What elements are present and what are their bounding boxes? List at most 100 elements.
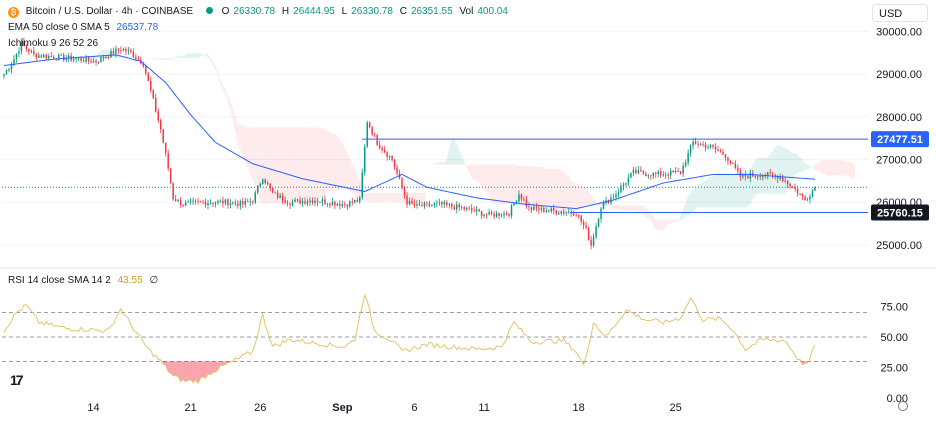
candle-body	[349, 201, 350, 206]
rsi-oversold-fill	[176, 361, 178, 376]
ichimoku-cloud-segment	[586, 188, 588, 205]
candle-body	[210, 203, 211, 204]
candle-body	[565, 213, 566, 214]
close-value: 26351.55	[411, 6, 453, 17]
candle-body	[60, 55, 61, 56]
time-tick-label: 11	[478, 402, 489, 414]
candle-body	[95, 61, 96, 63]
ichimoku-cloud-segment	[708, 177, 710, 207]
ichimoku-cloud-segment	[188, 54, 190, 59]
ichimoku-cloud-segment	[168, 58, 170, 60]
time-tick-label: 21	[184, 402, 196, 414]
settings-icon[interactable]	[898, 401, 908, 411]
candle-body	[309, 201, 310, 202]
ichimoku-cloud-segment	[489, 165, 491, 201]
ichimoku-cloud-segment	[372, 193, 374, 203]
ichimoku-cloud-segment	[385, 193, 387, 202]
rsi-legend[interactable]: RSI 14 close SMA 14 2 43.55 ∅	[8, 274, 162, 288]
candle-body	[98, 62, 99, 63]
candle-body	[327, 204, 328, 205]
candle-body	[220, 201, 221, 202]
currency-selector[interactable]: USD	[872, 4, 928, 22]
candle-body	[506, 213, 507, 214]
candle-body	[625, 183, 626, 184]
candle-body	[416, 204, 417, 205]
candle-body	[740, 170, 741, 176]
price-level-label: 25760.15	[877, 207, 923, 219]
candle-body	[533, 207, 534, 210]
candle-body	[36, 54, 37, 58]
candle-body	[227, 199, 228, 205]
price-level-label: 27477.51	[877, 134, 923, 146]
ichimoku-cloud-segment	[310, 127, 312, 202]
candle-body	[483, 215, 484, 216]
candle-body	[357, 200, 358, 202]
ichimoku-cloud-segment	[636, 205, 638, 212]
candle-body	[3, 74, 4, 76]
candle-body	[33, 51, 34, 54]
candle-body	[93, 61, 94, 63]
candle-body	[705, 144, 706, 147]
ema-legend[interactable]: EMA 50 close 0 SMA 5 26537.78	[8, 21, 162, 35]
ichimoku-cloud-segment	[753, 161, 755, 200]
candle-body	[230, 203, 231, 205]
candle-body	[75, 59, 76, 60]
candle-body	[623, 185, 624, 187]
ichimoku-cloud-segment	[832, 160, 834, 175]
candle-body	[38, 55, 39, 57]
candle-body	[277, 193, 278, 198]
ichimoku-cloud-segment	[492, 165, 494, 204]
ichimoku-cloud-segment	[233, 109, 235, 133]
candle-body	[670, 171, 671, 176]
ichimoku-cloud-segment	[706, 178, 708, 208]
candle-body	[197, 201, 198, 202]
symbol-legend: ₿ Bitcoin / U.S. Dollar · 4h · COINBASE …	[8, 5, 512, 19]
candle-body	[648, 175, 649, 176]
candle-body	[737, 168, 738, 171]
candle-body	[128, 50, 129, 51]
candle-body	[501, 215, 502, 216]
ichimoku-legend[interactable]: Ichimoku 9 26 52 26	[8, 37, 102, 51]
price-tick-label: 26000.00	[876, 197, 922, 209]
candle-body	[523, 199, 524, 200]
low-label: L	[342, 6, 348, 17]
candle-body	[162, 130, 163, 143]
candle-body	[618, 192, 619, 194]
candle-body	[687, 153, 688, 162]
candle-body	[526, 200, 527, 206]
candle-body	[123, 49, 124, 50]
candle-body	[580, 216, 581, 222]
ichimoku-cloud-segment	[295, 127, 297, 202]
ichimoku-cloud-segment	[837, 160, 839, 175]
ichimoku-cloud-segment	[380, 193, 382, 202]
candle-body	[339, 204, 340, 206]
candle-body	[595, 226, 596, 237]
candle-body	[650, 175, 651, 176]
ichimoku-cloud-segment	[676, 220, 678, 222]
candle-body	[48, 56, 49, 58]
ichimoku-cloud-segment	[847, 161, 849, 176]
ichimoku-cloud-segment	[780, 146, 782, 194]
candle-body	[250, 201, 251, 202]
candle-body	[190, 201, 191, 202]
candle-body	[384, 150, 385, 152]
rsi-oversold-fill	[181, 361, 183, 381]
rsi-tick-label: 25.00	[880, 363, 908, 375]
ichimoku-cloud-segment	[711, 176, 713, 207]
ichimoku-cloud-segment	[482, 165, 484, 190]
ichimoku-cloud-segment	[327, 132, 329, 192]
candle-body	[431, 205, 432, 206]
ichimoku-cloud-segment	[661, 220, 663, 231]
candle-body	[804, 196, 805, 200]
candle-body	[8, 69, 9, 70]
candle-body	[799, 194, 800, 195]
ichimoku-cloud-segment	[335, 135, 337, 191]
ichimoku-cloud-segment	[549, 169, 551, 212]
ichimoku-cloud-segment	[798, 154, 800, 172]
candle-body	[85, 57, 86, 62]
ichimoku-cloud-segment	[449, 140, 451, 165]
ichimoku-cloud-segment	[631, 205, 633, 211]
candle-body	[563, 212, 564, 214]
ichimoku-cloud-segment	[260, 127, 262, 202]
